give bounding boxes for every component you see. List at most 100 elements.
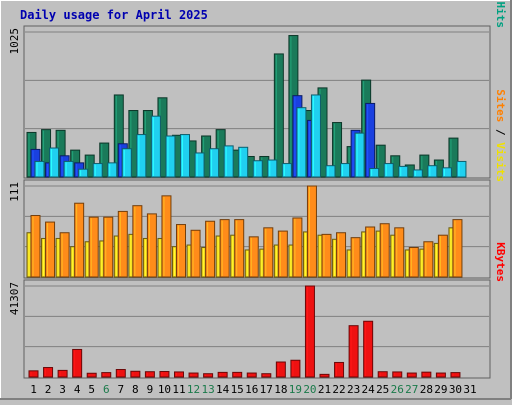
- bar-sites-day-12: [190, 229, 201, 278]
- bar-sites-day-13: [205, 220, 216, 278]
- bar-sites-day-27: [408, 246, 419, 278]
- bar-sites-day-25: [379, 223, 390, 278]
- bar-kbytes-day-18: [275, 361, 286, 378]
- bar-kbytes-day-2: [43, 367, 54, 378]
- bar-sites-day-4: [74, 202, 85, 278]
- bar-files-day-24: [365, 102, 376, 178]
- bar-pages-day-20: [310, 94, 321, 178]
- bar-kbytes-day-21: [319, 373, 330, 378]
- legend-part: Hits: [494, 2, 507, 29]
- bar-pages-day-18: [281, 163, 292, 178]
- bar-kbytes-day-12: [188, 372, 199, 378]
- panels-layer: 1025 Pages / Files / Hits 111 Sites / Visit…: [8, 0, 507, 379]
- x-tick-label-day-5: 5: [88, 383, 95, 396]
- bar-kbytes-day-8: [130, 370, 141, 378]
- bar-kbytes-day-10: [159, 370, 170, 378]
- bar-pages-day-15: [238, 146, 249, 178]
- bar-kbytes-day-3: [57, 369, 68, 378]
- y-max-label-top: 1025: [8, 28, 21, 55]
- bar-pages-day-12: [194, 152, 205, 178]
- bar-kbytes-day-15: [232, 371, 243, 378]
- y-max-label-middle: 111: [8, 182, 21, 202]
- bar-kbytes-day-26: [392, 371, 403, 378]
- bar-pages-day-29: [441, 167, 452, 178]
- bar-sites-day-6: [103, 216, 114, 278]
- bar-sites-day-10: [161, 195, 172, 278]
- x-tick-label-day-17: 17: [260, 383, 273, 396]
- bar-sites-day-22: [336, 232, 347, 278]
- bar-kbytes-day-17: [261, 373, 272, 378]
- legend-part: Visits: [494, 142, 507, 182]
- bar-pages-day-26: [398, 165, 409, 178]
- x-tick-label-day-31: 31: [463, 383, 476, 396]
- bar-pages-day-8: [136, 134, 147, 178]
- bar-kbytes-day-20: [304, 285, 315, 378]
- bar-pages-day-28: [427, 165, 438, 178]
- x-tick-label-day-28: 28: [420, 383, 433, 396]
- bar-kbytes-day-9: [144, 371, 155, 378]
- bar-sites-day-2: [45, 221, 56, 278]
- chart-title: Daily usage for April 2025: [20, 8, 208, 22]
- x-tick-label-day-11: 11: [172, 383, 185, 396]
- bar-sites-day-21: [321, 233, 332, 278]
- x-axis: 1 2 3 4 5 6 7 8 9 10 11 12 13 14 15 16 17 18 19 20 21 22 23 24 2…: [30, 383, 476, 396]
- bar-kbytes-day-14: [217, 371, 228, 378]
- legend-part: KBytes: [494, 242, 507, 282]
- x-tick-label-day-19: 19: [289, 383, 302, 396]
- bar-kbytes-day-1: [28, 370, 39, 378]
- bar-sites-day-15: [234, 219, 245, 278]
- bar-kbytes-day-13: [203, 373, 214, 378]
- panel-bottom: 41307 KBytes: [8, 242, 507, 379]
- bar-pages-day-14: [223, 145, 234, 178]
- panel-top: 1025 Pages / Files / Hits: [8, 0, 507, 179]
- bar-sites-day-3: [59, 232, 70, 278]
- bar-pages-day-30: [456, 160, 467, 178]
- x-tick-label-day-2: 2: [45, 383, 52, 396]
- bar-sites-day-26: [394, 227, 405, 278]
- bar-hits-day-18: [273, 53, 284, 178]
- y-max-label-bottom: 41307: [8, 282, 21, 315]
- bar-sites-day-16: [248, 236, 259, 278]
- bar-pages-day-25: [383, 163, 394, 178]
- bar-hits-day-25: [375, 144, 386, 178]
- bar-sites-day-17: [263, 227, 274, 278]
- x-tick-label-day-23: 23: [347, 383, 360, 396]
- bar-pages-day-10: [165, 135, 176, 178]
- x-tick-label-day-18: 18: [274, 383, 287, 396]
- bar-pages-day-5: [92, 163, 103, 178]
- x-tick-label-day-12: 12: [187, 383, 200, 396]
- bar-pages-day-11: [180, 134, 190, 178]
- series-legend-bottom: KBytes: [494, 242, 507, 282]
- x-tick-label-day-6: 6: [103, 383, 110, 396]
- x-tick-label-day-22: 22: [332, 383, 345, 396]
- bar-kbytes-day-27: [406, 372, 417, 378]
- bar-sites-day-1: [30, 215, 41, 278]
- bar-pages-day-7: [121, 148, 132, 178]
- x-tick-label-day-10: 10: [158, 383, 171, 396]
- bar-kbytes-day-11: [174, 371, 184, 378]
- panel-middle: 111 Sites / Visits: [8, 89, 507, 279]
- bar-kbytes-day-30: [450, 372, 461, 378]
- bar-sites-day-18: [277, 230, 288, 278]
- bar-kbytes-day-7: [115, 369, 126, 378]
- bar-pages-day-24: [369, 168, 380, 178]
- bar-pages-day-6: [107, 162, 118, 178]
- bar-kbytes-day-22: [334, 361, 345, 378]
- series-pages: [34, 94, 467, 178]
- bar-kbytes-day-28: [421, 371, 432, 378]
- bar-sites-day-30: [452, 219, 463, 278]
- bar-pages-day-23: [354, 132, 365, 178]
- x-tick-label-day-24: 24: [362, 383, 376, 396]
- bar-kbytes-day-4: [72, 348, 83, 378]
- bar-pages-day-21: [325, 165, 336, 178]
- bar-hits-day-22: [332, 122, 343, 178]
- x-tick-label-day-13: 13: [201, 383, 214, 396]
- x-tick-label-day-25: 25: [376, 383, 389, 396]
- x-tick-label-day-14: 14: [216, 383, 230, 396]
- x-tick-label-day-26: 26: [391, 383, 404, 396]
- x-tick-label-day-16: 16: [245, 383, 258, 396]
- x-tick-label-day-3: 3: [59, 383, 66, 396]
- bar-sites-day-7: [117, 210, 128, 278]
- x-tick-label-day-21: 21: [318, 383, 331, 396]
- bar-sites-day-11: [176, 224, 186, 278]
